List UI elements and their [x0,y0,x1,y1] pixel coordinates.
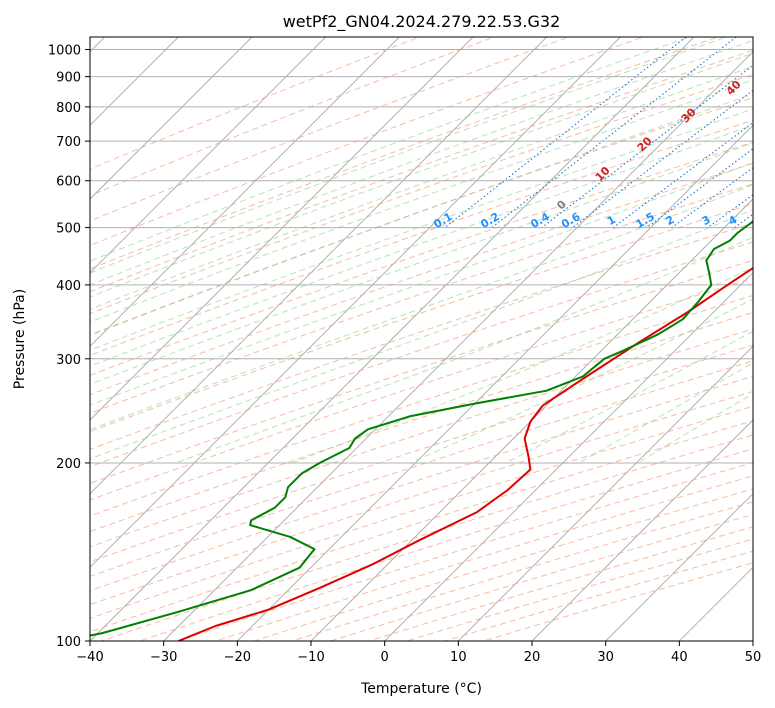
x-tick-label: −10 [297,650,324,665]
y-axis: 100 200 300 400 500 600 700 800 900 1000 [48,44,90,650]
isotherm-line [90,37,695,641]
moist-adiabat [90,79,753,323]
dry-adiabat [90,183,753,414]
x-tick-label: 30 [597,650,614,665]
moist-adiabat [90,37,692,262]
moist-adiabat [291,266,753,464]
chart-title: wetPf2_GN04.2024.279.22.53.G32 [283,12,561,32]
y-tick-label: 700 [56,135,81,150]
moist-adiabat [175,236,753,464]
x-tick-label: 50 [745,650,762,665]
plot-frame [89,36,754,642]
y-tick-label: 400 [56,279,81,294]
isotherm-line [383,271,753,641]
y-tick-label: 100 [56,635,81,650]
reference-lines [90,37,753,641]
isotherm-line [236,124,753,641]
moist-adiabat [90,37,728,274]
mixing-ratio-line [612,121,753,229]
moist-adiabat [90,108,753,351]
dry-adiabat [90,375,753,592]
isotherm-line [90,37,622,569]
y-tick-label: 600 [56,175,81,190]
isotherm-line [162,50,753,641]
dry-adiabat [90,294,753,517]
mixing-ratio-line [491,37,737,229]
dry-adiabat [90,277,753,501]
mixing-ratio-line [707,194,753,229]
y-tick-label: 300 [56,353,81,368]
y-tick-label: 900 [56,71,81,86]
y-tick-label: 1000 [48,44,81,59]
dry-adiabat [90,241,753,468]
y-tick-label: 500 [56,222,81,237]
dry-adiabat [90,328,753,548]
x-axis: −40 −30 −20 −10 0 10 20 30 40 50 [76,641,761,665]
mixing-ratio-line [541,64,753,229]
isotherm-line [604,492,753,641]
dry-adiabat [90,37,645,246]
isobars [90,49,753,641]
temperature-profile [178,266,753,641]
dewpoint-profile [90,219,753,637]
x-tick-label: −30 [150,650,177,665]
isotherm-line [90,37,253,200]
isotherm-line [457,345,753,641]
x-tick-label: 10 [450,650,467,665]
y-tick-label: 800 [56,101,81,116]
x-tick-label: −20 [224,650,251,665]
moist-adiabat [90,65,753,310]
moist-adiabat [90,52,753,298]
x-axis-label: Temperature (°C) [360,681,482,697]
isotherm-line [90,37,474,421]
dry-adiabat [90,73,753,315]
dry-adiabat [90,203,753,433]
x-tick-label: −40 [76,650,103,665]
moist-adiabat [90,39,753,286]
moist-adiabat [90,142,753,385]
y-tick-label: 200 [56,457,81,472]
isotherm-line [90,37,548,495]
moist-adiabat [90,162,753,406]
dry-adiabat [90,37,720,270]
isotherm-line [90,37,327,274]
isotherm-line [531,419,753,641]
moist-adiabat [90,184,753,431]
x-tick-label: 40 [671,650,688,665]
moist-adiabat [90,124,753,367]
x-tick-label: 0 [381,650,389,665]
isotherm-line [310,198,753,641]
y-axis-label: Pressure (hPa) [12,289,28,389]
x-tick-label: 20 [524,650,541,665]
profiles [90,219,753,641]
